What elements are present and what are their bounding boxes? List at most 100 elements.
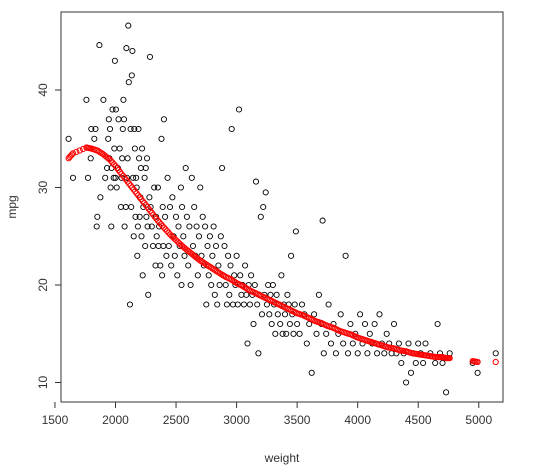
x-tick-label: 4000	[344, 413, 371, 427]
fitted-point	[194, 255, 201, 262]
observed-point	[226, 291, 233, 298]
x-tick-label: 2500	[163, 413, 190, 427]
observed-point	[240, 301, 247, 308]
observed-point	[137, 164, 144, 172]
observed-point	[109, 106, 116, 113]
y-tick-label: 30	[36, 181, 50, 195]
observed-point	[129, 47, 136, 55]
observed-point	[154, 184, 161, 191]
observed-point	[107, 184, 114, 191]
observed-point	[139, 145, 146, 152]
observed-point	[227, 262, 234, 269]
observed-point	[219, 164, 226, 172]
fitted-point	[473, 358, 480, 365]
observed-point	[194, 272, 201, 279]
observed-point	[120, 116, 128, 123]
observed-point	[96, 42, 103, 49]
observed-point	[251, 281, 258, 289]
observed-point	[215, 262, 222, 269]
fitted-point	[169, 234, 177, 241]
observed-point	[255, 350, 262, 357]
observed-point	[342, 252, 349, 259]
observed-point	[254, 301, 261, 308]
observed-point	[366, 330, 373, 337]
observed-point	[185, 262, 192, 269]
observed-point	[134, 252, 141, 259]
observed-point	[221, 242, 228, 250]
observed-point	[126, 301, 134, 308]
fitted-point	[67, 152, 74, 159]
observed-point	[292, 228, 299, 235]
observed-point	[119, 155, 126, 162]
observed-point	[206, 233, 213, 240]
observed-point	[153, 233, 160, 240]
observed-point	[188, 174, 195, 181]
fitted-point	[157, 221, 164, 228]
observed-point	[381, 350, 388, 357]
observed-point	[361, 320, 369, 328]
observed-point	[139, 272, 146, 279]
fitted-point	[156, 219, 163, 226]
observed-point	[136, 155, 143, 162]
fitted-point	[163, 227, 171, 234]
observed-point	[180, 233, 187, 240]
observed-point	[217, 233, 224, 240]
observed-point	[357, 311, 364, 318]
observed-point	[88, 125, 95, 133]
y-axis: 10 20 30 40	[36, 83, 61, 389]
observed-point	[131, 145, 138, 152]
fitted-point	[204, 262, 211, 269]
x-axis-label: weight	[264, 451, 300, 465]
observed-point	[260, 203, 267, 211]
observed-point	[105, 135, 112, 142]
observed-point	[130, 174, 137, 181]
observed-point	[163, 252, 170, 259]
observed-point	[216, 281, 223, 289]
observed-point	[122, 203, 129, 211]
fitted-point	[73, 148, 80, 155]
fitted-point	[437, 354, 444, 361]
fitted-point	[419, 351, 426, 359]
observed-point	[383, 330, 390, 337]
observed-point	[228, 125, 235, 133]
observed-point	[235, 106, 243, 113]
fitted-point	[176, 240, 183, 247]
observed-point	[132, 213, 139, 220]
observed-point	[347, 320, 354, 328]
observed-point	[143, 213, 150, 220]
observed-point	[149, 242, 157, 250]
observed-point	[284, 291, 291, 298]
observed-point	[195, 233, 203, 240]
observed-point	[83, 96, 90, 103]
fitted-point	[123, 176, 130, 183]
observed-point	[87, 155, 94, 162]
observed-point	[100, 96, 107, 103]
observed-point	[278, 272, 285, 279]
observed-point	[403, 379, 410, 386]
observed-point	[296, 330, 303, 337]
observed-point	[223, 301, 230, 308]
observed-point	[168, 262, 175, 269]
fitted-point	[116, 168, 124, 175]
observed-point	[204, 242, 211, 250]
observed-point	[398, 359, 405, 367]
observed-point	[162, 213, 169, 220]
fitted-point	[76, 147, 83, 154]
observed-point	[119, 125, 126, 133]
fitted-point	[153, 215, 160, 222]
observed-point	[148, 223, 155, 230]
observed-point	[138, 233, 145, 240]
observed-point	[136, 213, 143, 220]
observed-point	[144, 223, 151, 230]
observed-point	[313, 330, 320, 337]
observed-point	[290, 330, 297, 337]
observed-point	[111, 57, 118, 64]
observed-point	[127, 125, 134, 133]
observed-point	[133, 174, 140, 181]
fitted-point	[230, 278, 237, 285]
observed-point	[315, 291, 322, 298]
observed-point	[115, 116, 122, 123]
observed-point	[231, 272, 238, 279]
observed-point	[474, 369, 481, 376]
observed-point	[323, 330, 330, 337]
